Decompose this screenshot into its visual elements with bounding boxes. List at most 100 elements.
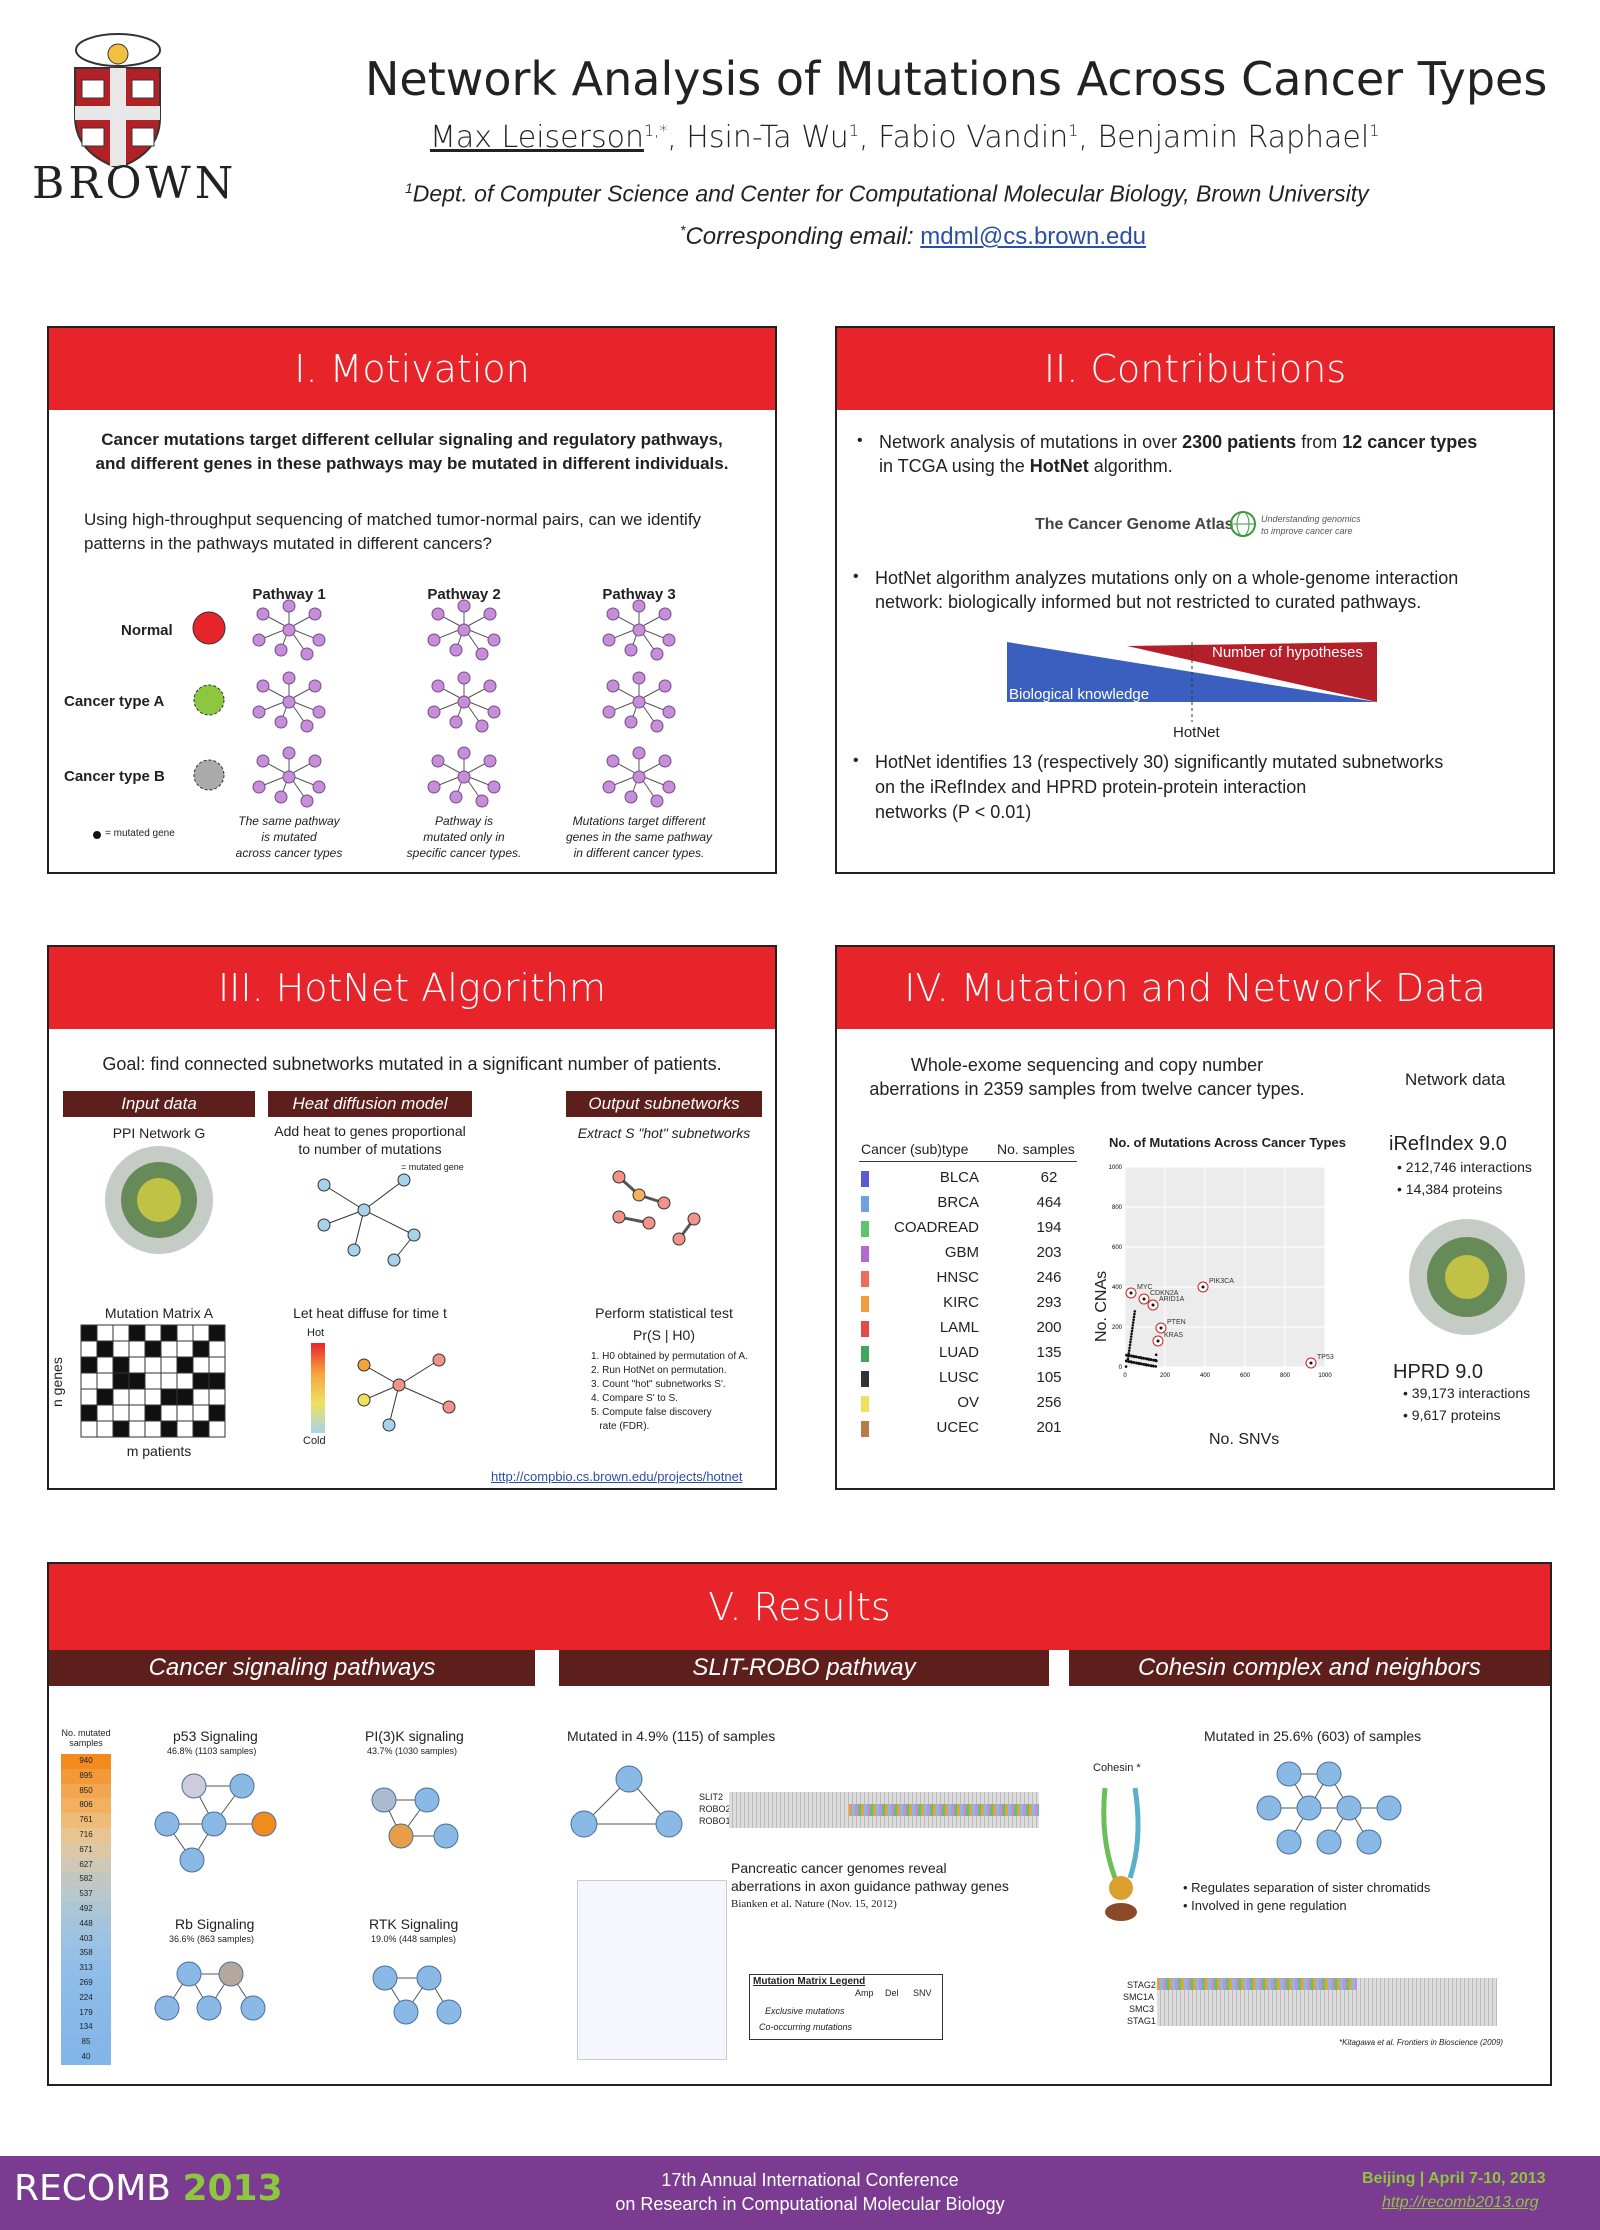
matrix-cell: [80, 1372, 98, 1390]
pathway-node: [602, 633, 616, 647]
rtk-sub: 19.0% (448 samples): [371, 1934, 457, 1944]
legend-bin: 582: [61, 1872, 111, 1888]
pancreatic-cite: Bianken et al. Nature (Nov. 15, 2012): [731, 1898, 897, 1910]
matrix-legend-title: Mutation Matrix Legend: [753, 1976, 866, 1987]
x-tick: 0: [1123, 1373, 1127, 1379]
pathway-node: [606, 607, 620, 621]
b1a: Network analysis of mutations in over: [879, 432, 1183, 452]
cohesin-network: [1256, 1761, 1402, 1855]
contributions-panel: II. Contributions • Network analysis of …: [835, 326, 1555, 874]
iref-interactions-text: 212,746 interactions: [1405, 1159, 1532, 1175]
heat-scale: [311, 1343, 325, 1433]
ppi-hairball: [105, 1146, 213, 1254]
coh-row-2: SMC1A: [1123, 1992, 1155, 2002]
cancer-name: COADREAD: [893, 1219, 979, 1236]
matrix-cell: [80, 1420, 98, 1438]
gene-point: [1155, 1359, 1158, 1363]
step-1: 1. H0 obtained by permutation of A.: [591, 1351, 748, 1362]
hotnet-marker-label: HotNet: [1173, 724, 1220, 741]
cancer-name: LUSC: [938, 1369, 979, 1386]
legend-del: Del: [885, 1988, 899, 1998]
y-tick: 0: [1119, 1365, 1123, 1371]
legend-cooccur: Co-occurring mutations: [759, 2022, 853, 2032]
author-4-sup: 1: [1369, 121, 1380, 140]
step-5: 5. Compute false discovery: [591, 1407, 712, 1418]
gene-point: [1151, 1303, 1155, 1307]
pr-label: Pr(S | H0): [633, 1327, 695, 1343]
motivation-heading: I. Motivation: [49, 328, 775, 410]
results-heading: V. Results: [49, 1564, 1550, 1650]
hprd-interactions-text: 39,173 interactions: [1411, 1385, 1531, 1401]
heat-text-2: to number of mutations: [298, 1141, 442, 1157]
gene-point: [1140, 1356, 1143, 1360]
row-a-label: Cancer type A: [64, 693, 165, 710]
hotnet-url-link[interactable]: http://compbio.cs.brown.edu/projects/hot…: [491, 1469, 743, 1484]
footer-url-link[interactable]: http://recomb2013.org: [1382, 2194, 1539, 2211]
pathway-node: [632, 671, 646, 685]
normal-cell-icon: [192, 611, 226, 645]
gene-point: [1154, 1365, 1158, 1368]
matrix-cell: [128, 1372, 146, 1390]
rb-title: Rb Signaling: [175, 1916, 255, 1932]
matrix-cell: [160, 1372, 178, 1390]
table-col-samples: No. samples: [997, 1141, 1075, 1157]
cohesin-ring: [1101, 1787, 1141, 1921]
matrix-cell: [144, 1404, 162, 1422]
tcga-tagline-1: Understanding genomics: [1261, 514, 1361, 524]
plot-bg: [1125, 1167, 1325, 1367]
motivation-bold-2: and different genes in these pathways ma…: [95, 454, 729, 473]
pathway-node: [274, 790, 288, 804]
gene-point: [1309, 1361, 1313, 1365]
hotnet-goal: Goal: find connected subnetworks mutated…: [102, 1054, 722, 1074]
table-rule: [859, 1161, 1077, 1162]
coh-bullet-2-text: Involved in gene regulation: [1191, 1898, 1347, 1913]
sample-count: 293: [1036, 1294, 1062, 1311]
slit-mutated: Mutated in 4.9% (115) of samples: [567, 1728, 776, 1744]
x-tick: 800: [1280, 1373, 1291, 1379]
gene-point: [1150, 1364, 1153, 1368]
email-link[interactable]: mdml@cs.brown.edu: [920, 223, 1147, 250]
sample-count: 200: [1036, 1319, 1062, 1336]
pathway-node: [427, 633, 441, 647]
matrix-cell: [208, 1340, 226, 1358]
color-swatch: [861, 1371, 869, 1387]
point-label: MYC: [1137, 1284, 1153, 1291]
legend-bin: 627: [61, 1857, 111, 1873]
pathway-node: [274, 715, 288, 729]
matrix-cell: [192, 1340, 210, 1358]
step-output-subnetworks: Output subnetworks: [566, 1091, 762, 1117]
color-swatch: [861, 1321, 869, 1337]
pathway-node: [308, 679, 322, 693]
bullet-dot-1: •: [857, 432, 863, 449]
caption-3-line-3: in different cancer types.: [573, 846, 705, 860]
matrix-cell: [160, 1404, 178, 1422]
matrix-cell: [208, 1324, 226, 1342]
matrix-cell: [128, 1388, 146, 1406]
pathway-node: [457, 770, 471, 784]
coh-bullet-2: • Involved in gene regulation: [1183, 1898, 1347, 1913]
data-panel: IV. Mutation and Network Data Whole-exom…: [835, 945, 1555, 1490]
b1c: from: [1296, 432, 1343, 452]
pathway-node: [308, 754, 322, 768]
pathway-node: [282, 623, 296, 637]
gene-point: [1152, 1359, 1156, 1362]
scatter-chart: 0 200 400 600 800 1000 0 200 400 600 800 1000 PIK3CA…: [1109, 1165, 1334, 1379]
mutation-matrix: [80, 1324, 226, 1438]
ppi-network-label: PPI Network G: [112, 1125, 206, 1141]
matrix-cell: [176, 1356, 194, 1374]
color-swatch: [861, 1346, 869, 1362]
slit-pathway-figure: [577, 1880, 727, 2060]
sample-count: 246: [1036, 1269, 1062, 1286]
caption-1-line-3: across cancer types: [235, 846, 343, 860]
gene-point: [1127, 1354, 1130, 1358]
author-3: , Fabio Vandin: [859, 120, 1069, 155]
pathway-grid: [252, 599, 676, 808]
pathway-node: [449, 643, 463, 657]
pathway-1-label: Pathway 1: [252, 586, 326, 603]
point-label: TP53: [1317, 1354, 1334, 1361]
pathway-node: [632, 770, 646, 784]
brown-logo: BROWN: [30, 28, 233, 209]
sample-count: 256: [1036, 1394, 1062, 1411]
pathway-node: [650, 647, 664, 661]
gene-point: [1129, 1335, 1133, 1338]
